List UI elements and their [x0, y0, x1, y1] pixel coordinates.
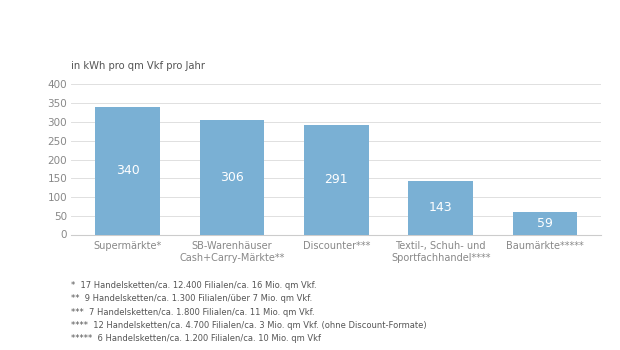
Bar [304, 125, 369, 234]
Text: in kWh pro qm Vkf pro Jahr: in kWh pro qm Vkf pro Jahr [71, 61, 205, 71]
Text: 306: 306 [220, 171, 244, 184]
Text: 291: 291 [324, 174, 348, 187]
Bar [513, 212, 577, 234]
Text: 340: 340 [116, 164, 140, 177]
Bar [95, 107, 160, 234]
Bar [200, 120, 264, 234]
Text: 143: 143 [429, 201, 453, 214]
Bar [409, 181, 473, 235]
Text: 59: 59 [537, 217, 553, 230]
Text: *  17 Handelsketten/ca. 12.400 Filialen/ca. 16 Mio. qm Vkf.
**  9 Handelsketten/: * 17 Handelsketten/ca. 12.400 Filialen/c… [71, 281, 427, 343]
